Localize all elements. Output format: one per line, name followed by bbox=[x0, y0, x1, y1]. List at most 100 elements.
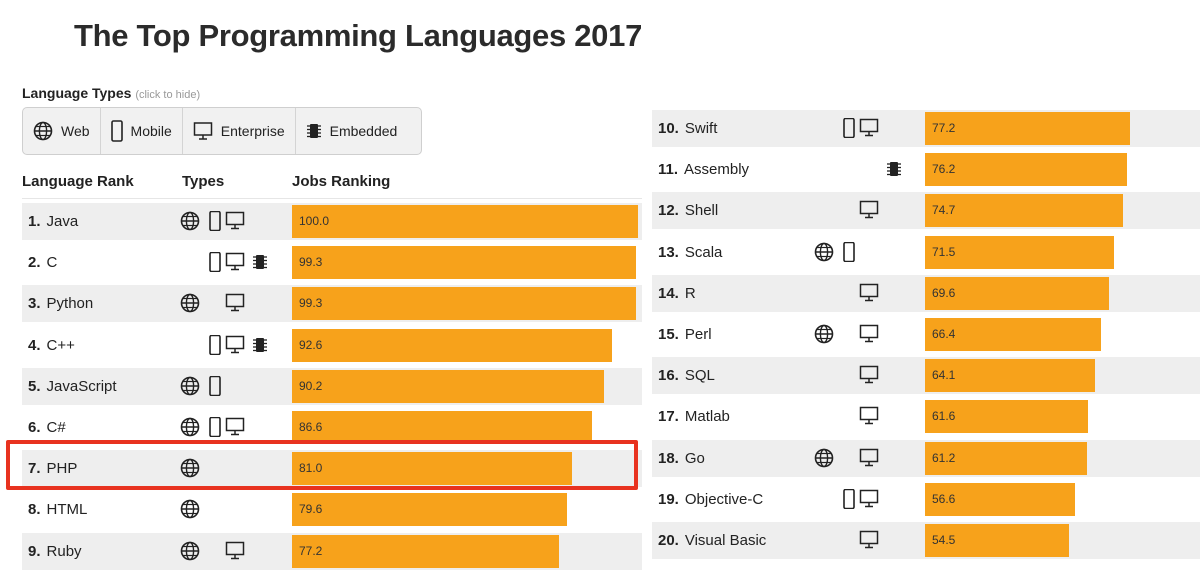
chip-icon bbox=[253, 255, 267, 270]
jobs-bar bbox=[292, 369, 605, 403]
table-row[interactable]: 12. Shell 74.7 bbox=[652, 192, 1200, 230]
jobs-value-label: 77.2 bbox=[299, 543, 323, 558]
language-name: Go bbox=[684, 449, 705, 467]
column-header-types[interactable]: Types bbox=[182, 173, 225, 190]
jobs-bar bbox=[292, 328, 613, 362]
rank-number: 14. bbox=[658, 284, 679, 302]
column-header-jobs[interactable]: Jobs Ranking bbox=[292, 173, 391, 190]
globe-icon bbox=[180, 417, 200, 437]
jobs-bar bbox=[292, 287, 636, 321]
language-name: Python bbox=[46, 295, 94, 313]
jobs-bar bbox=[292, 493, 568, 527]
filter-embedded-button[interactable]: Embedded bbox=[296, 108, 408, 154]
jobs-value-label: 74.7 bbox=[932, 203, 956, 218]
table-row[interactable]: 17. Matlab 61.6 bbox=[652, 398, 1200, 435]
table-row[interactable]: 3. Python 99.3 bbox=[22, 285, 642, 323]
monitor-icon bbox=[859, 489, 879, 508]
mobile-icon bbox=[843, 241, 855, 262]
language-name: PHP bbox=[46, 460, 78, 478]
filter-mobile-button[interactable]: Mobile bbox=[101, 108, 183, 154]
language-label: 20. Visual Basic bbox=[658, 532, 766, 549]
column-header-rank[interactable]: Language Rank bbox=[22, 173, 134, 190]
rank-number: 16. bbox=[658, 367, 679, 385]
filter-enterprise-button[interactable]: Enterprise bbox=[183, 108, 296, 154]
jobs-bar bbox=[925, 359, 1095, 393]
language-label: 16. SQL bbox=[658, 367, 715, 384]
globe-icon bbox=[180, 376, 200, 396]
table-row[interactable]: 7. PHP 81.0 bbox=[22, 450, 642, 488]
jobs-value-label: 64.1 bbox=[932, 368, 956, 383]
table-row[interactable]: 1. Java 100.0 bbox=[22, 203, 642, 240]
mobile-icon bbox=[209, 211, 221, 231]
monitor-icon bbox=[225, 252, 245, 271]
globe-icon bbox=[180, 458, 200, 478]
monitor-icon bbox=[225, 211, 245, 230]
language-type-filter: Web Mobile Enterprise Embedded bbox=[22, 107, 422, 155]
language-label: 11. Assembly bbox=[658, 161, 749, 178]
table-row[interactable]: 13. Scala 71.5 bbox=[652, 234, 1200, 271]
rank-number: 5. bbox=[28, 377, 41, 395]
click-to-hide-hint[interactable]: (click to hide) bbox=[135, 89, 201, 101]
language-name: C# bbox=[46, 419, 66, 436]
language-label: 8. HTML bbox=[28, 501, 87, 518]
mobile-icon bbox=[209, 417, 221, 437]
table-row[interactable]: 18. Go 61.2 bbox=[652, 439, 1200, 477]
monitor-icon bbox=[193, 122, 213, 140]
globe-icon bbox=[814, 242, 834, 261]
language-name: JavaScript bbox=[46, 377, 117, 395]
jobs-bar bbox=[925, 441, 1088, 475]
table-row[interactable]: 20. Visual Basic 54.5 bbox=[652, 522, 1200, 559]
table-row[interactable]: 19. Objective-C 56.6 bbox=[652, 481, 1200, 518]
table-row[interactable]: 5. JavaScript 90.2 bbox=[22, 367, 642, 405]
mobile-icon bbox=[843, 488, 855, 509]
monitor-icon bbox=[859, 407, 879, 425]
monitor-icon bbox=[859, 448, 879, 466]
table-row[interactable]: 9. Ruby 77.2 bbox=[22, 532, 642, 570]
jobs-value-label: 61.6 bbox=[932, 409, 956, 424]
jobs-bar bbox=[292, 534, 560, 568]
language-label: 17. Matlab bbox=[658, 408, 730, 425]
jobs-value-label: 69.6 bbox=[932, 285, 956, 300]
language-name: Swift bbox=[684, 120, 718, 137]
filter-web-button[interactable]: Web bbox=[23, 108, 101, 154]
globe-icon bbox=[180, 500, 200, 519]
rank-number: 3. bbox=[28, 295, 41, 313]
jobs-value-label: 79.6 bbox=[299, 502, 323, 517]
language-name: Matlab bbox=[684, 408, 730, 426]
language-name: Perl bbox=[684, 326, 712, 343]
jobs-value-label: 71.5 bbox=[932, 244, 956, 259]
monitor-icon bbox=[225, 417, 245, 436]
rank-number: 17. bbox=[658, 408, 679, 426]
jobs-value-label: 56.6 bbox=[932, 491, 956, 506]
monitor-icon bbox=[225, 294, 245, 312]
mobile-icon bbox=[843, 118, 855, 138]
table-row[interactable]: 10. Swift 77.2 bbox=[652, 110, 1200, 147]
language-name: Shell bbox=[684, 202, 719, 220]
jobs-value-label: 76.2 bbox=[932, 162, 956, 177]
language-name: Assembly bbox=[684, 161, 750, 179]
table-row[interactable]: 11. Assembly 76.2 bbox=[652, 151, 1200, 188]
jobs-bar bbox=[925, 482, 1075, 516]
language-label: 3. Python bbox=[28, 295, 93, 312]
table-row[interactable]: 6. C# 86.6 bbox=[22, 409, 642, 446]
table-row[interactable]: 4. C++ 92.6 bbox=[22, 327, 642, 364]
table-row[interactable]: 16. SQL 64.1 bbox=[652, 357, 1200, 395]
language-name: R bbox=[684, 284, 696, 302]
table-row[interactable]: 14. R 69.6 bbox=[652, 274, 1200, 312]
table-row[interactable]: 8. HTML 79.6 bbox=[22, 491, 642, 528]
language-name: HTML bbox=[46, 501, 88, 519]
table-row[interactable]: 2. C 99.3 bbox=[22, 244, 642, 281]
table-row[interactable]: 15. Perl 66.4 bbox=[652, 316, 1200, 353]
mobile-icon bbox=[110, 120, 123, 142]
monitor-icon bbox=[225, 541, 245, 559]
rank-number: 4. bbox=[28, 336, 41, 354]
mobile-icon bbox=[209, 375, 221, 396]
monitor-icon bbox=[859, 530, 879, 549]
jobs-value-label: 77.2 bbox=[932, 121, 956, 135]
jobs-value-label: 90.2 bbox=[299, 378, 323, 393]
monitor-icon bbox=[859, 324, 879, 343]
rank-number: 15. bbox=[658, 326, 679, 343]
globe-icon bbox=[814, 448, 834, 467]
language-label: 14. R bbox=[658, 285, 696, 302]
rank-number: 11. bbox=[658, 161, 679, 179]
